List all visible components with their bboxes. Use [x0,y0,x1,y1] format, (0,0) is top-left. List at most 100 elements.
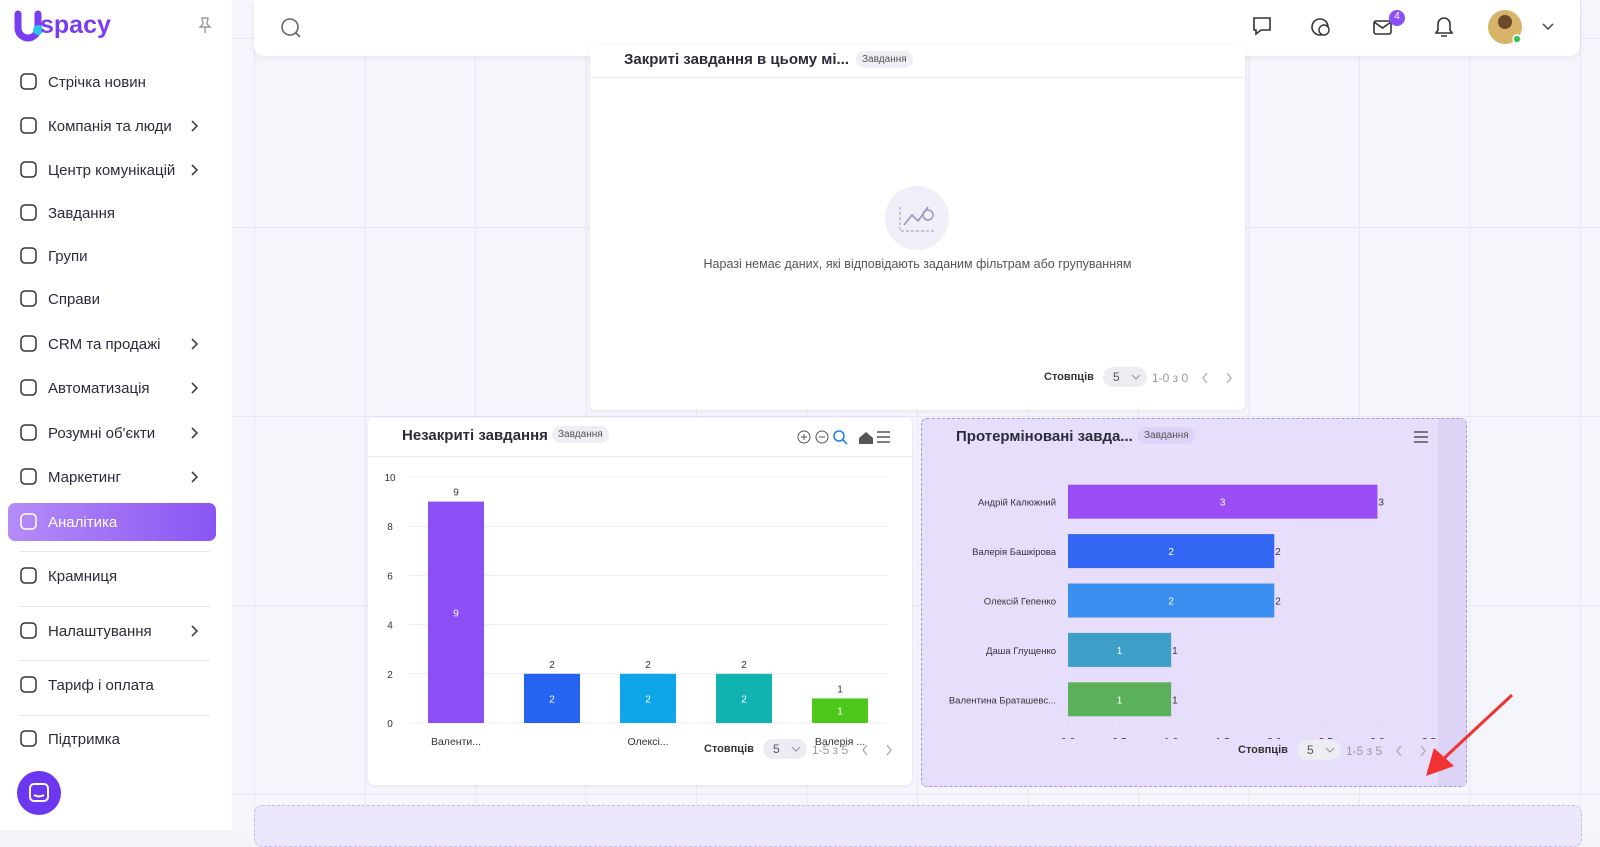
bar[interactable] [428,501,484,723]
zoom-out[interactable] [815,430,829,444]
icon-shape [20,379,37,396]
dropdown-icon [791,746,801,752]
menu-item[interactable]: Автоматизація [8,369,216,407]
logo-icon [14,10,43,42]
prev-page[interactable] [1396,745,1402,757]
x-tick-label: Валенти... [431,736,481,748]
bell-icon[interactable] [1434,17,1454,37]
menu-item[interactable]: Стрічка новин [8,63,216,101]
divider [20,606,210,607]
chat-button[interactable] [17,771,61,815]
menu-item[interactable]: Налаштування [8,612,216,650]
icon-shape [20,161,37,178]
bar-value-label: 1 [837,684,843,695]
bar[interactable] [1068,583,1275,618]
avatar[interactable] [1488,10,1522,44]
submenu-chevron [191,164,199,176]
menu-item[interactable]: Групи [8,237,216,275]
next-page[interactable] [1420,745,1426,757]
bar[interactable] [1068,484,1378,519]
chevron [1325,747,1335,753]
menu-icon [20,379,37,396]
submenu-chevron [191,338,199,350]
page-size-select[interactable]: 5 [1103,367,1147,387]
bar[interactable] [716,673,772,723]
messages-icon[interactable] [1253,17,1271,36]
menu-item[interactable]: Компанія та люди [8,107,216,145]
bar[interactable] [1068,632,1172,667]
bar[interactable] [524,673,580,723]
icon-shape [20,247,37,264]
next-page[interactable] [1226,372,1232,384]
menu-icon [20,335,37,352]
y-tick-label: 6 [387,571,393,582]
icon-shape [20,424,37,441]
menu-item[interactable]: Справи [8,280,216,318]
menu-item[interactable]: Маркетинг [8,458,216,496]
bar[interactable] [1068,534,1275,569]
menu-item[interactable]: Підтримка [8,720,216,758]
y-tick-label: Даша Глущенко [986,646,1056,657]
next-page[interactable] [886,744,892,756]
menu-icon [20,730,37,747]
bar-inner-label: 2 [1168,597,1174,608]
x-tick-label: Валерія ... [815,736,865,748]
page-size-select[interactable]: 5 [1297,740,1341,760]
reset-zoom[interactable] [859,432,873,444]
prev-page[interactable] [1202,372,1208,384]
pin-icon[interactable] [198,16,212,34]
bar-chart: 0 2 4 6 8 10 9 9 Валенти... 2 2 2 2 Олексі... 2 2 1 1 Вале… [384,473,888,748]
bar[interactable] [1068,682,1172,717]
chats-icon[interactable] [1311,18,1330,36]
page-size-select[interactable]: 5 [763,739,807,759]
menu-icon [20,73,37,90]
bar-value-label: 3 [1378,498,1384,509]
chevron [791,746,801,752]
menu-label: Компанія та люди [48,117,172,135]
menu-label: Крамниця [48,567,118,585]
widget-header: Незакриті завдання Завдання [368,418,912,457]
menu-label: Справи [48,290,100,308]
icon-shape [20,468,37,485]
zoom-select[interactable] [833,430,848,445]
menu-icon [20,513,37,530]
columns-label: Стовпців [1044,371,1094,383]
page-size: 5 [773,742,780,756]
menu-item[interactable]: Розумні об'єкти [8,414,216,452]
bar[interactable] [812,698,868,723]
zoom-in[interactable] [797,430,811,444]
bar-inner-label: 9 [453,608,459,619]
menu-item[interactable]: Аналітика [8,503,216,541]
menu-icon [20,247,37,264]
x-tick-label: Олексі... [627,736,668,748]
bar-value-label: 2 [741,660,747,671]
submenu-chevron [191,625,199,637]
empty-icon [885,186,949,250]
y-tick-label: Валентина Браташевс... [949,695,1056,706]
bar[interactable] [620,673,676,723]
x-tick-label: 0.5 [1112,736,1127,739]
x-tick-label: 3.5 [1422,736,1437,739]
chart-menu[interactable] [1413,430,1429,444]
menu-icon [20,117,37,134]
menu-item[interactable]: Центр комунікацій [8,151,216,189]
bar-inner-label: 1 [837,707,843,718]
prev-page[interactable] [862,744,868,756]
menu-label: Маркетинг [48,468,121,486]
menu-item[interactable]: Крамниця [8,557,216,595]
icon-shape [20,335,37,352]
search-icon[interactable] [281,18,301,38]
mail-icon[interactable] [1373,10,1405,35]
chevron [191,382,199,394]
bar-inner-label: 1 [1117,646,1123,657]
menu-item[interactable]: Завдання [8,194,216,232]
profile-dropdown[interactable] [1542,23,1554,31]
menu-item[interactable]: CRM та продажі [8,325,216,363]
chart-menu[interactable] [877,431,890,443]
menu-icon [20,567,37,584]
bar-value-label: 2 [1275,547,1281,558]
menu-item[interactable]: Тариф і оплата [8,666,216,704]
menu-icon [20,468,37,485]
logo-text: spacy [40,11,111,39]
